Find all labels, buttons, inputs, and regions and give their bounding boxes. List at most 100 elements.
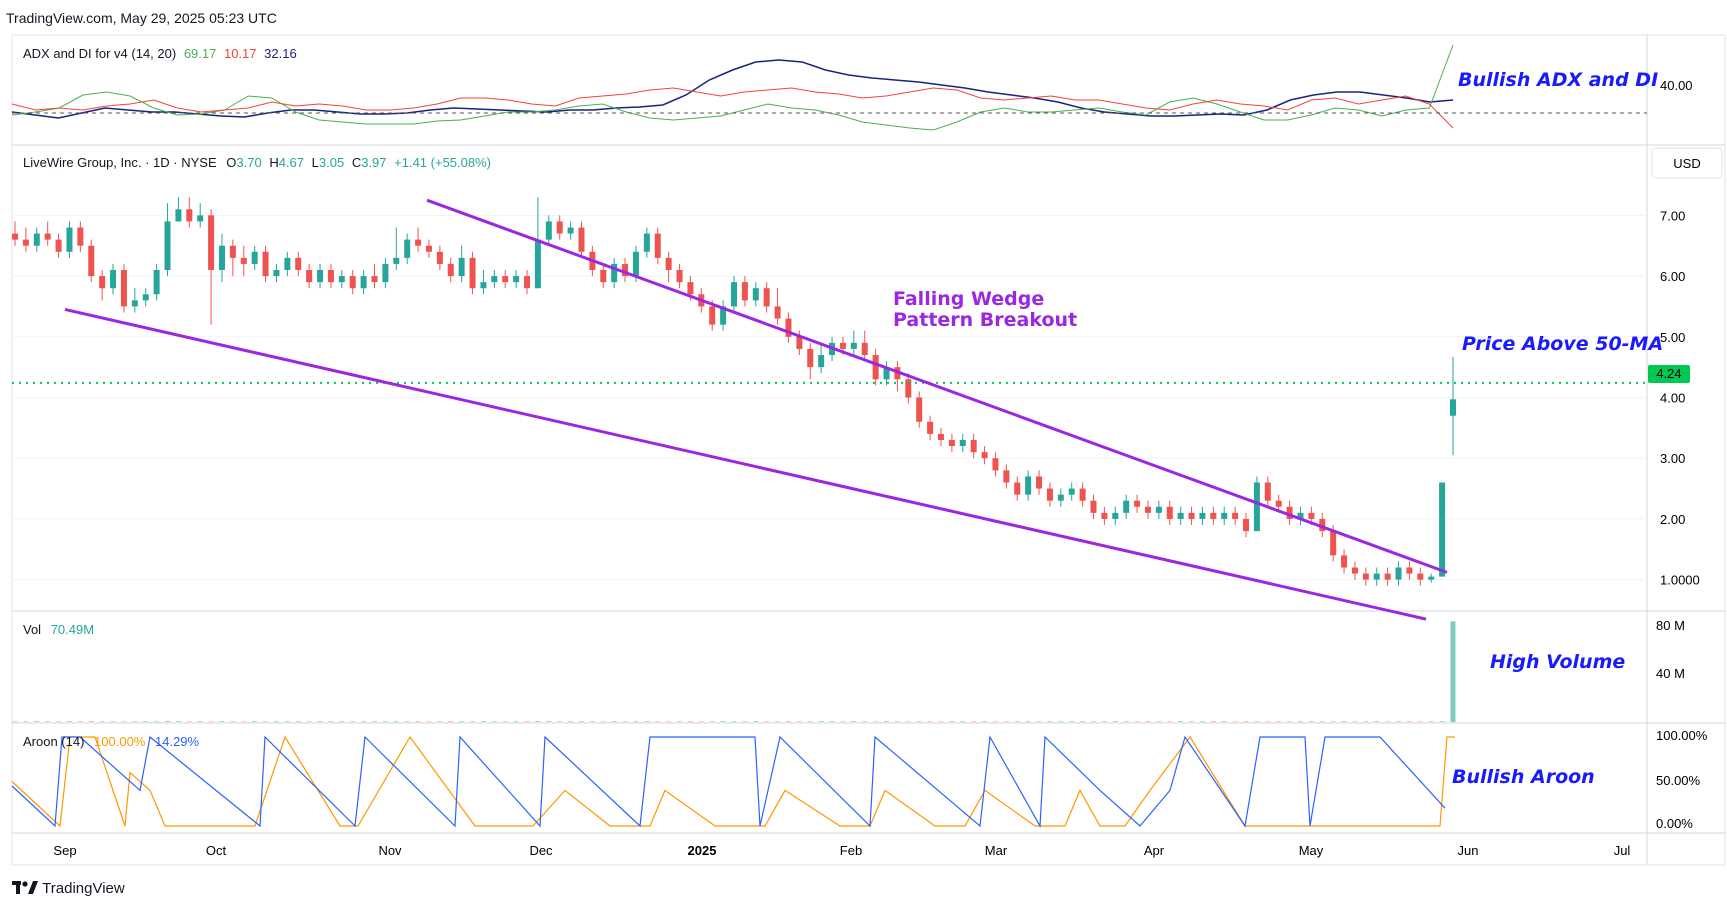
volume-bar [1363, 721, 1369, 722]
candle-body [1384, 573, 1391, 580]
candle-body [415, 239, 422, 246]
volume-bar [165, 721, 171, 722]
volume-bar [306, 721, 312, 722]
time-axis-label: Dec [529, 843, 553, 858]
volume-bar [1330, 721, 1336, 722]
volume-bar [437, 721, 443, 722]
di-minus-line [11, 87, 1454, 129]
candle-body [197, 215, 204, 222]
price-axis-label: 4.00 [1660, 391, 1685, 406]
volume-bar [1396, 721, 1402, 722]
candle-body [534, 239, 541, 289]
volume-bar [1439, 721, 1445, 722]
candle-body [796, 336, 803, 349]
adx-line [11, 59, 1454, 119]
candle-body [632, 251, 639, 277]
volume-bar [404, 721, 410, 722]
volume-bar [1265, 721, 1271, 722]
volume-bar [633, 721, 639, 722]
volume-bar [785, 721, 791, 722]
candle-body [284, 257, 291, 270]
volume-bar [687, 721, 693, 722]
volume-bar [1308, 721, 1314, 722]
candle-body [545, 221, 552, 240]
volume-bar [219, 721, 225, 722]
volume-bar [1385, 721, 1391, 722]
candle-body [164, 221, 171, 270]
volume-bar [1341, 721, 1347, 722]
time-axis-label: Nov [378, 843, 402, 858]
volume-bar [56, 721, 62, 722]
volume-bar [982, 721, 988, 722]
volume-bar [45, 721, 51, 722]
volume-bar [1287, 721, 1293, 722]
wedge-lower-trendline [64, 308, 1427, 621]
volume-bar [600, 721, 606, 722]
volume-bar [1450, 621, 1456, 722]
volume-bar [197, 721, 203, 722]
aroon-label: Aroon (14) [23, 734, 85, 749]
volume-bar [66, 721, 72, 722]
candle-body [1264, 482, 1271, 501]
annotation-adx: Bullish ADX and DI [1458, 69, 1658, 91]
volume-bar [960, 721, 966, 722]
candle-body [905, 379, 912, 398]
volume-bar [720, 721, 726, 722]
candle-body [317, 270, 324, 283]
candle-body [622, 263, 629, 277]
volume-bar [502, 721, 508, 722]
volume-bar [1123, 721, 1129, 722]
volume-bar [589, 721, 595, 722]
candle-body [1068, 488, 1075, 495]
volume-bar [1047, 721, 1053, 722]
volume-bar [1101, 721, 1107, 722]
candle-body [981, 452, 988, 459]
candle-body [1417, 573, 1424, 580]
volume-bar [862, 721, 868, 722]
time-axis-label: Apr [1144, 843, 1165, 858]
candle-body [1362, 573, 1369, 580]
volume-bar [1069, 721, 1075, 722]
volume-bar [1319, 721, 1325, 722]
volume-bar [546, 721, 552, 722]
candle-body [741, 282, 748, 301]
candle-body [1166, 506, 1173, 519]
volume-bar [175, 721, 181, 722]
volume-bar [840, 721, 846, 722]
volume-bar [873, 721, 879, 722]
candle-body [1177, 512, 1184, 519]
candle-body [709, 306, 716, 325]
volume-bar [698, 721, 704, 722]
candle-body [12, 233, 18, 240]
candle-body [55, 239, 62, 252]
candle-body [883, 367, 890, 380]
candle-body [1155, 506, 1162, 513]
volume-bar [775, 721, 781, 722]
volume-bar [753, 721, 759, 722]
volume-bar [992, 721, 998, 722]
volume-bar [1036, 721, 1042, 722]
currency-box[interactable] [1651, 147, 1723, 179]
volume-bar [884, 721, 890, 722]
candle-body [1243, 518, 1250, 532]
annotation-ma: Price Above 50-MA [1462, 333, 1663, 355]
volume-bar [1025, 721, 1031, 722]
candle-body [1308, 512, 1315, 519]
footer-logo[interactable]: ⁠ TradingView [12, 880, 125, 897]
candle-body [1057, 494, 1064, 501]
candle-body [1330, 531, 1337, 556]
wedge-upper-trendline [426, 198, 1448, 574]
volume-bar [295, 721, 301, 722]
price-axis-label: 2.00 [1660, 512, 1685, 527]
volume-bar [513, 721, 519, 722]
volume-bar [263, 721, 269, 722]
candles [12, 197, 1456, 586]
annotation-volume: High Volume [1490, 651, 1625, 673]
candle-body [1123, 500, 1130, 513]
ohlc-o: 3.70 [236, 155, 262, 170]
candle-body [872, 355, 879, 380]
candle-body [262, 251, 269, 277]
candle-body [1253, 482, 1260, 532]
volume-bar [938, 721, 944, 722]
candle-body [1428, 576, 1435, 580]
